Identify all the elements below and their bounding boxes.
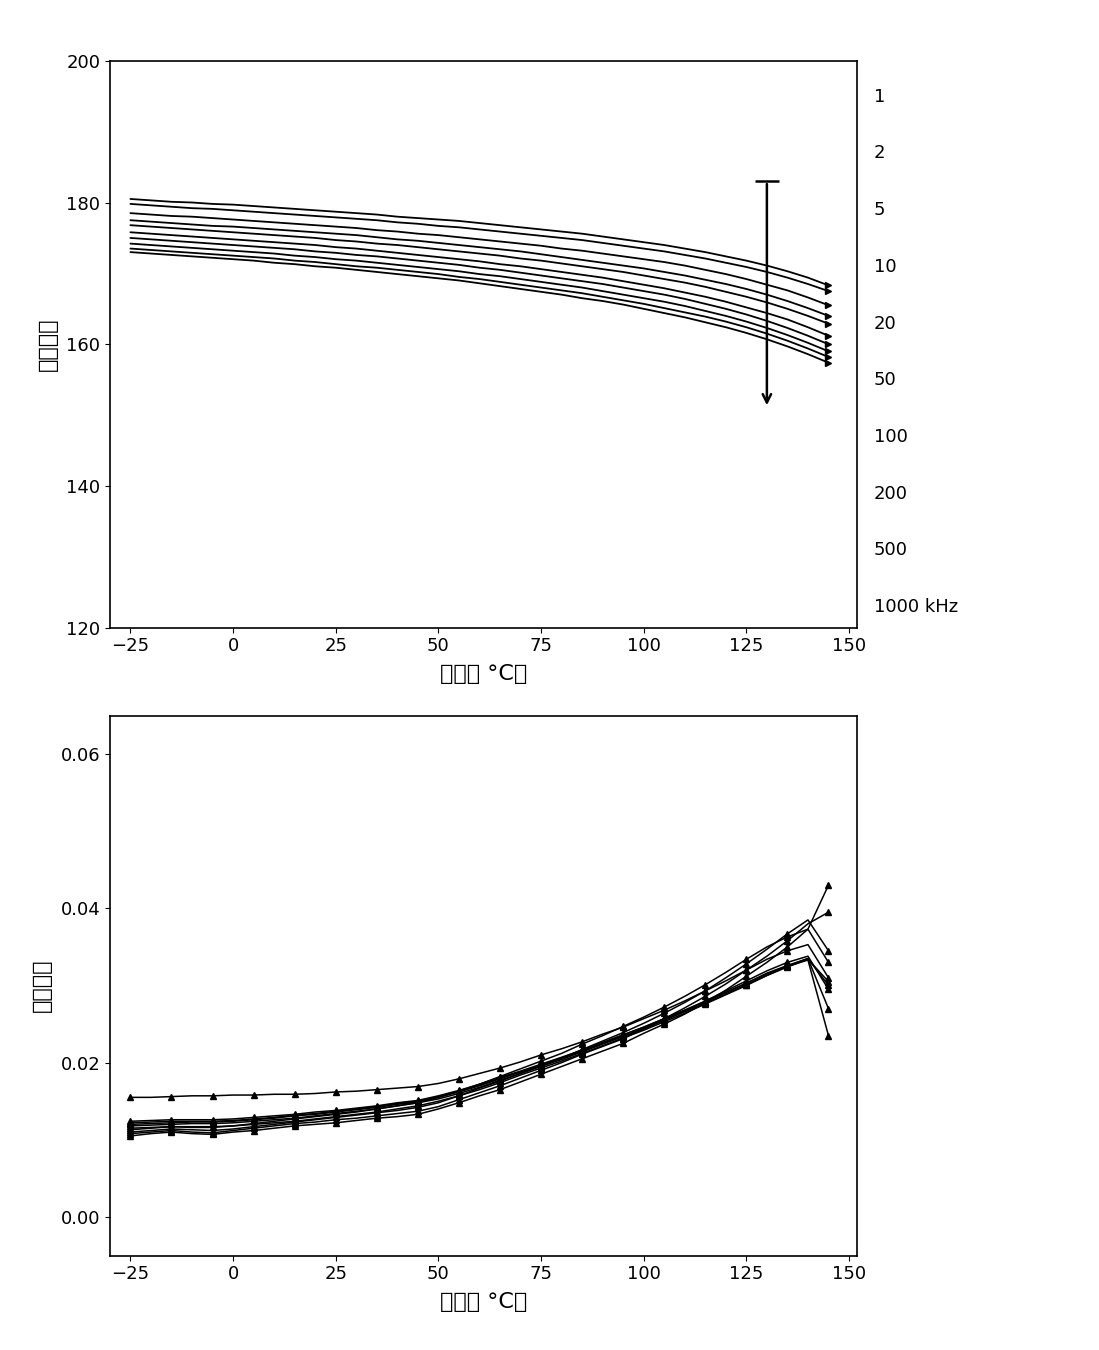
Y-axis label: 介电常数: 介电常数 — [37, 317, 58, 371]
Text: 200: 200 — [874, 485, 908, 502]
Text: 500: 500 — [874, 541, 908, 559]
Text: 100: 100 — [874, 428, 908, 446]
Text: 20: 20 — [874, 315, 897, 332]
Y-axis label: 介电损耗: 介电损耗 — [32, 958, 52, 1012]
Text: 50: 50 — [874, 371, 897, 389]
Text: 10: 10 — [874, 258, 897, 275]
X-axis label: 温度（ °C）: 温度（ °C） — [440, 1292, 528, 1312]
Text: 2: 2 — [874, 144, 885, 162]
Text: 1000 kHz: 1000 kHz — [874, 598, 958, 616]
Text: 5: 5 — [874, 201, 885, 219]
X-axis label: 温度（ °C）: 温度（ °C） — [440, 664, 528, 684]
Text: 1: 1 — [874, 88, 885, 105]
